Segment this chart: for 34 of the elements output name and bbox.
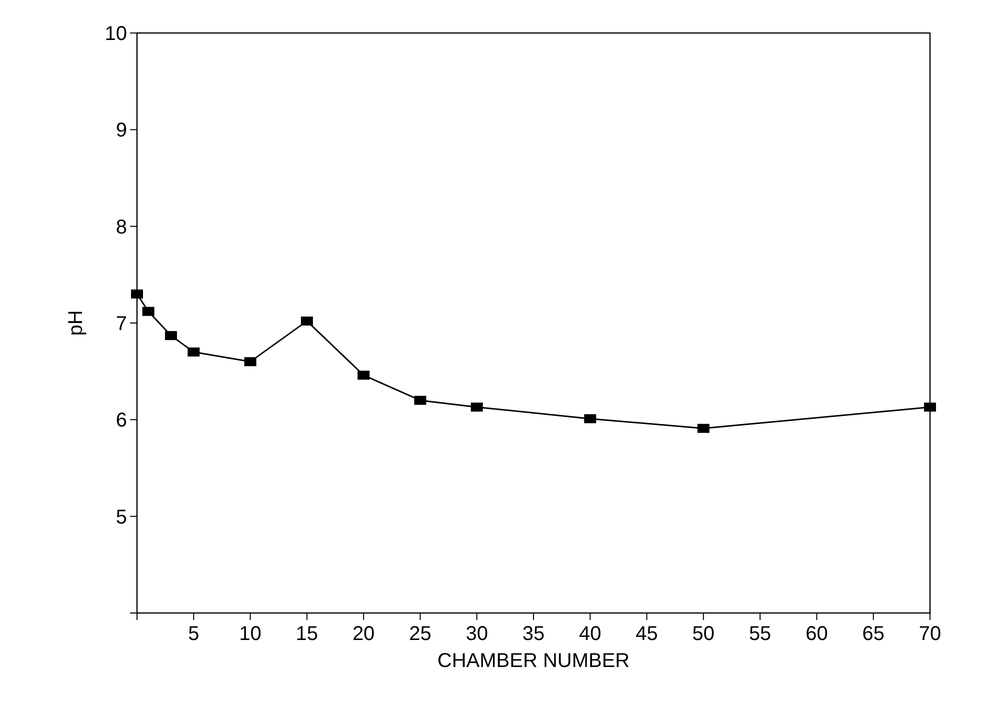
x-axis-title: CHAMBER NUMBER xyxy=(437,650,630,672)
x-tick-label: 20 xyxy=(352,623,375,645)
y-tick-label: 8 xyxy=(116,216,127,238)
x-tick-label: 30 xyxy=(466,623,488,645)
y-axis-title: pH xyxy=(65,310,87,336)
y-tick-label: 5 xyxy=(116,506,127,528)
point xyxy=(142,306,154,316)
x-tick-label: 45 xyxy=(636,623,658,645)
x-tick-label: 10 xyxy=(239,623,262,645)
y-tick-label: 6 xyxy=(116,410,127,432)
x-tick-label: 55 xyxy=(748,623,772,645)
point xyxy=(358,370,370,380)
x-tick-label: 70 xyxy=(918,623,942,645)
point xyxy=(244,357,256,366)
point xyxy=(697,424,710,433)
point xyxy=(164,331,177,340)
x-tick-label: 60 xyxy=(806,623,828,645)
y-tick-label: 7 xyxy=(116,313,127,335)
point xyxy=(188,348,200,356)
x-tick-label: 25 xyxy=(409,623,432,645)
x-tick-label: 15 xyxy=(296,623,318,645)
point xyxy=(470,402,483,412)
x-tick-label: 5 xyxy=(188,623,200,645)
point xyxy=(300,316,313,326)
y-tick-label: 10 xyxy=(104,23,127,45)
y-tick-label: 9 xyxy=(116,120,127,142)
point xyxy=(414,396,426,405)
point xyxy=(924,402,936,412)
x-tick-label: 50 xyxy=(692,623,715,645)
x-tick-label: 65 xyxy=(862,623,884,645)
point xyxy=(131,290,143,298)
point xyxy=(584,414,596,424)
x-tick-label: 40 xyxy=(579,623,602,645)
x-tick-label: 35 xyxy=(522,623,545,645)
